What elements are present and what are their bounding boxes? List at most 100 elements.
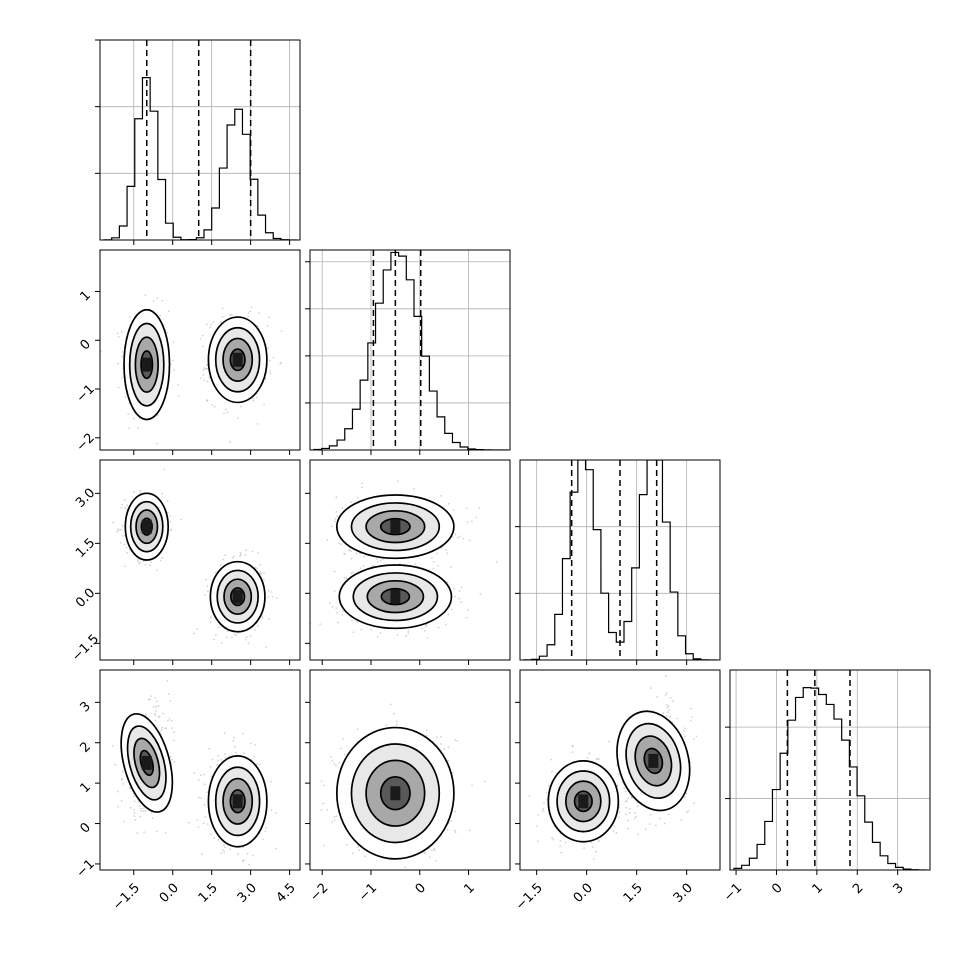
scatter-point bbox=[548, 785, 550, 787]
scatter-point bbox=[121, 534, 124, 537]
scatter-point bbox=[206, 823, 209, 826]
scatter-point bbox=[335, 764, 337, 767]
scatter-point bbox=[528, 795, 531, 798]
scatter-point bbox=[224, 554, 226, 557]
scatter-point bbox=[471, 784, 473, 787]
scatter-point bbox=[156, 442, 159, 445]
scatter-point bbox=[122, 770, 124, 773]
scatter-point bbox=[217, 759, 219, 762]
scatter-point bbox=[156, 414, 159, 417]
scatter-point bbox=[478, 507, 481, 510]
scatter-point bbox=[426, 636, 429, 639]
scatter-point bbox=[252, 397, 255, 400]
scatter-point bbox=[612, 830, 615, 832]
scatter-point bbox=[200, 774, 202, 777]
scatter-point bbox=[258, 763, 261, 766]
scatter-point bbox=[124, 507, 127, 509]
scatter-point bbox=[453, 588, 455, 590]
y-tick-label: 2 bbox=[77, 739, 93, 755]
scatter-point bbox=[627, 797, 630, 800]
scatter-point bbox=[423, 851, 426, 854]
scatter-point bbox=[202, 822, 205, 825]
scatter-point bbox=[149, 698, 151, 700]
x-tick-label: −1 bbox=[721, 881, 745, 905]
scatter-point bbox=[138, 805, 141, 807]
scatter-point bbox=[625, 813, 627, 816]
scatter-point bbox=[249, 635, 252, 638]
scatter-point bbox=[165, 727, 168, 730]
scatter-point bbox=[212, 320, 215, 323]
scatter-point bbox=[140, 810, 143, 812]
density-peak bbox=[141, 357, 152, 372]
scatter-point bbox=[126, 504, 129, 507]
scatter-point bbox=[128, 427, 130, 430]
scatter-point bbox=[121, 351, 124, 353]
scatter-point bbox=[376, 558, 379, 560]
scatter-point bbox=[187, 821, 190, 824]
scatter-point bbox=[452, 509, 455, 512]
scatter-point bbox=[536, 825, 538, 828]
scatter-point bbox=[357, 880, 359, 882]
scatter-point bbox=[627, 827, 629, 830]
scatter-point bbox=[467, 609, 470, 611]
scatter-point bbox=[201, 334, 204, 337]
scatter-point bbox=[336, 621, 339, 624]
scatter-point bbox=[244, 638, 247, 641]
scatter-point bbox=[205, 368, 208, 370]
scatter-point bbox=[685, 792, 688, 795]
x-tick-label: 1 bbox=[461, 881, 477, 897]
scatter-point bbox=[637, 833, 640, 836]
scatter-point bbox=[239, 553, 242, 556]
scatter-point bbox=[254, 566, 257, 569]
scatter-point bbox=[425, 734, 428, 737]
scatter-point bbox=[230, 636, 233, 639]
scatter-point bbox=[454, 595, 456, 598]
scatter-point bbox=[685, 811, 688, 814]
scatter-point bbox=[436, 552, 438, 555]
x-tick-label: 1 bbox=[810, 881, 826, 897]
histogram-step-line bbox=[733, 687, 927, 870]
scatter-point bbox=[371, 564, 374, 567]
scatter-point bbox=[229, 441, 232, 444]
scatter-point bbox=[341, 610, 344, 613]
scatter-point bbox=[170, 528, 173, 531]
scatter-point bbox=[111, 744, 114, 747]
scatter-point bbox=[154, 710, 157, 712]
scatter-point bbox=[414, 898, 416, 900]
scatter-point bbox=[143, 831, 146, 834]
scatter-point bbox=[121, 503, 124, 506]
scatter-point bbox=[559, 840, 562, 842]
scatter-point bbox=[595, 758, 598, 761]
scatter-point bbox=[152, 705, 155, 708]
scatter-point bbox=[545, 791, 548, 794]
scatter-point bbox=[350, 501, 353, 504]
scatter-point bbox=[137, 427, 140, 430]
scatter-point bbox=[454, 533, 457, 536]
scatter-point bbox=[649, 823, 651, 825]
tick-labels: −1.5 0.0 1.5 3.0 4.5 −2 −1 0 1 −1.5 0.0 1.5 3.0 −1 0 1 2… bbox=[69, 288, 907, 913]
scatter-point bbox=[117, 529, 120, 532]
scatter-point bbox=[466, 521, 469, 524]
scatter-point bbox=[121, 778, 123, 781]
scatter-point bbox=[598, 840, 601, 843]
scatter-point bbox=[447, 502, 450, 505]
scatter-point bbox=[152, 299, 155, 302]
scatter-point bbox=[133, 491, 135, 494]
scatter-point bbox=[232, 739, 235, 742]
scatter-point bbox=[376, 561, 379, 563]
x-tick-label: −2 bbox=[307, 881, 331, 905]
scatter-point bbox=[431, 556, 433, 559]
scatter-point bbox=[356, 496, 359, 499]
scatter-point bbox=[341, 614, 344, 616]
scatter-point bbox=[139, 561, 142, 564]
scatter-point bbox=[456, 739, 459, 742]
scatter-point bbox=[591, 846, 594, 848]
scatter-point bbox=[445, 548, 448, 551]
scatter-point bbox=[412, 487, 415, 490]
scatter-point bbox=[335, 607, 338, 610]
scatter-point bbox=[608, 740, 610, 743]
scatter-point bbox=[170, 719, 173, 722]
scatter-point bbox=[669, 715, 672, 718]
scatter-point bbox=[208, 376, 211, 379]
scatter-point bbox=[496, 561, 498, 564]
